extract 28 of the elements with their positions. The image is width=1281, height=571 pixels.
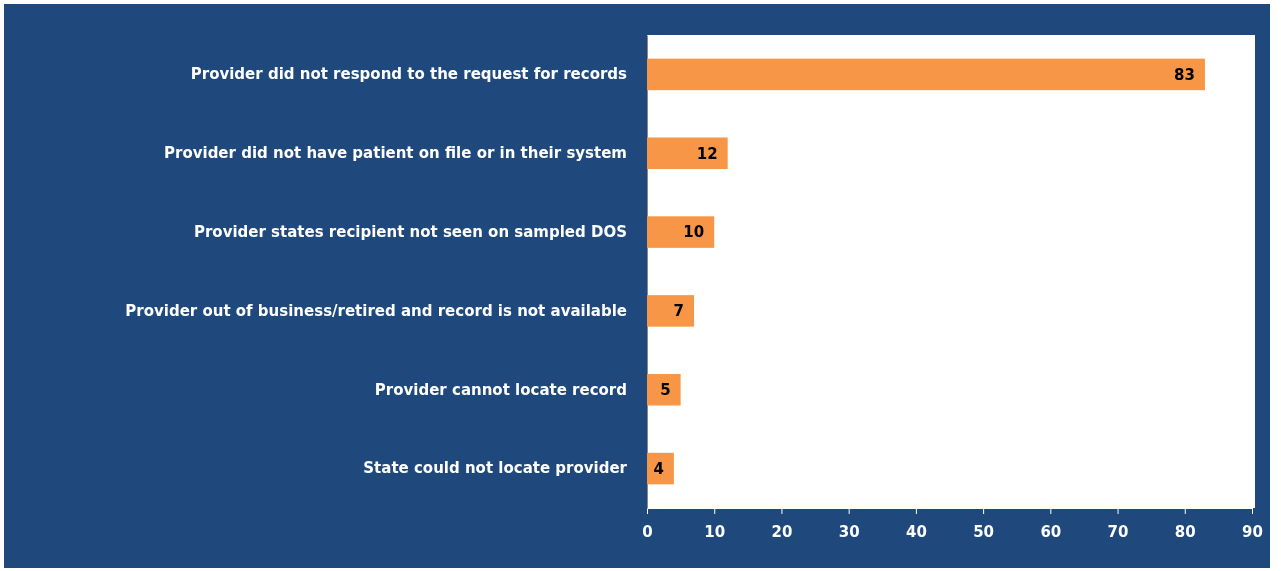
data-label: 7 [673,302,685,321]
data-label: 5 [660,381,671,399]
bar [647,295,695,327]
x-tick-label: 80 [1174,522,1196,541]
data-label: 12 [696,144,718,163]
x-tick-label: 50 [973,522,995,541]
bar [647,373,681,406]
x-tick-label: 70 [1107,522,1129,541]
y-tick-label: Provider did not respond to the request for records [190,65,628,84]
y-tick-label: Provider did not have patient on file or in their system [164,144,627,163]
y-tick-label: Provider out of business/retired and record is not available [125,301,627,320]
x-tick-label: 10 [704,522,726,541]
y-tick-label: Provider states recipient not seen on sampled DOS [193,222,627,241]
x-tick-label: 20 [771,522,793,541]
data-label: 10 [683,223,705,242]
x-tick-label: 60 [1040,522,1062,541]
data-label: 83 [1174,65,1195,84]
y-tick-label: State could not locate provider [363,459,628,478]
bar [647,137,728,170]
x-tick-label: 40 [905,522,927,541]
x-tick-label: 30 [838,522,860,541]
bar [647,216,715,248]
bar [647,58,1205,91]
x-tick-label: 90 [1242,522,1263,541]
x-tick-label: 0 [642,522,653,541]
y-tick-label: Provider cannot locate record [374,380,627,399]
bar [647,452,674,485]
data-label: 4 [653,459,664,478]
